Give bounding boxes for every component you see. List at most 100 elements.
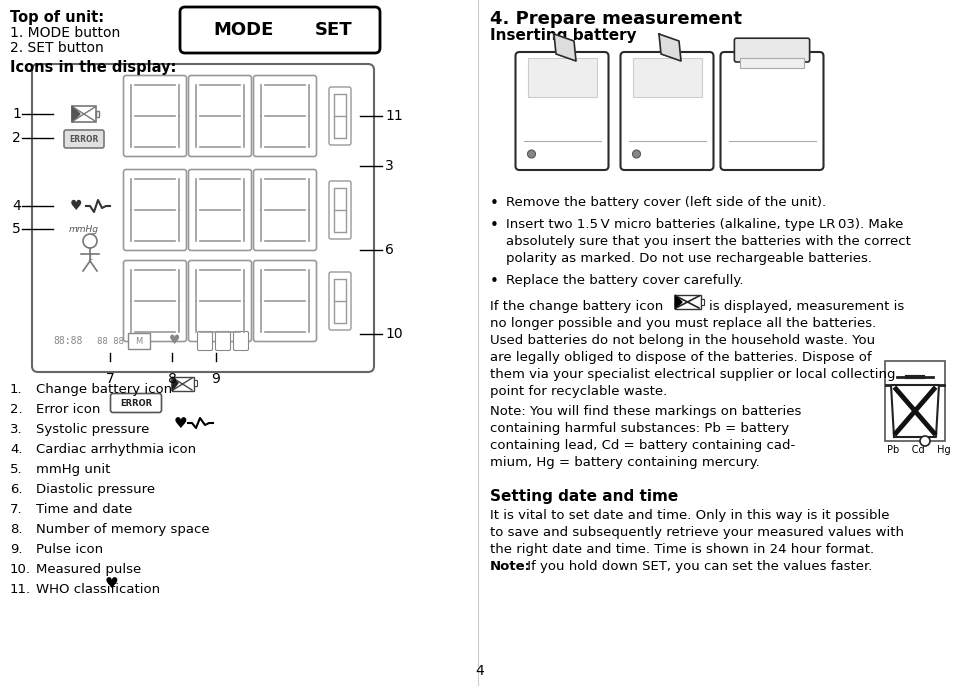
Text: •: •: [490, 218, 499, 233]
FancyBboxPatch shape: [198, 331, 212, 351]
FancyBboxPatch shape: [194, 380, 197, 386]
Text: 88 88: 88 88: [97, 337, 124, 346]
Text: Time and date: Time and date: [36, 503, 132, 516]
FancyBboxPatch shape: [110, 394, 161, 412]
Text: Insert two 1.5 V micro batteries (alkaline, type LR 03). Make: Insert two 1.5 V micro batteries (alkali…: [506, 218, 903, 231]
Text: 1.: 1.: [10, 383, 23, 396]
Text: Inserting battery: Inserting battery: [490, 28, 636, 43]
Text: 4.: 4.: [10, 443, 22, 456]
Polygon shape: [659, 34, 681, 61]
FancyBboxPatch shape: [633, 58, 702, 97]
FancyBboxPatch shape: [172, 377, 194, 391]
Text: Icons in the display:: Icons in the display:: [10, 60, 177, 75]
Text: 4. Prepare measurement: 4. Prepare measurement: [490, 10, 742, 28]
Text: to save and subsequently retrieve your measured values with: to save and subsequently retrieve your m…: [490, 526, 904, 539]
Text: 4: 4: [12, 199, 21, 213]
Text: 9: 9: [211, 372, 221, 386]
Text: 6: 6: [385, 243, 394, 257]
Text: absolutely sure that you insert the batteries with the correct: absolutely sure that you insert the batt…: [506, 235, 911, 248]
Text: Remove the battery cover (left side of the unit).: Remove the battery cover (left side of t…: [506, 196, 827, 209]
Text: Pb    Cd    Hg: Pb Cd Hg: [887, 445, 950, 455]
Text: Replace the battery cover carefully.: Replace the battery cover carefully.: [506, 274, 743, 287]
Text: ♥: ♥: [169, 335, 180, 348]
Text: Error icon: Error icon: [36, 403, 101, 416]
FancyBboxPatch shape: [124, 75, 186, 156]
FancyBboxPatch shape: [329, 272, 351, 330]
FancyBboxPatch shape: [188, 261, 252, 342]
Text: M: M: [135, 337, 143, 346]
Text: ♥: ♥: [105, 576, 118, 591]
Text: 9.: 9.: [10, 543, 22, 556]
Text: 88:88: 88:88: [54, 336, 83, 346]
FancyBboxPatch shape: [233, 331, 249, 351]
Text: 11: 11: [385, 109, 403, 123]
Polygon shape: [554, 34, 576, 61]
FancyBboxPatch shape: [701, 299, 704, 305]
Circle shape: [527, 150, 536, 158]
Text: mium, Hg = battery containing mercury.: mium, Hg = battery containing mercury.: [490, 456, 759, 469]
Text: 8: 8: [168, 372, 177, 386]
Circle shape: [920, 436, 930, 446]
Text: 2: 2: [12, 131, 21, 145]
Text: Cardiac arrhythmia icon: Cardiac arrhythmia icon: [36, 443, 196, 456]
Text: polarity as marked. Do not use rechargeable batteries.: polarity as marked. Do not use rechargea…: [506, 252, 872, 265]
Text: Measured pulse: Measured pulse: [36, 563, 141, 576]
FancyBboxPatch shape: [188, 75, 252, 156]
Text: 3: 3: [385, 159, 394, 173]
Text: containing lead, Cd = battery containing cad-: containing lead, Cd = battery containing…: [490, 439, 795, 452]
FancyBboxPatch shape: [516, 52, 609, 170]
FancyBboxPatch shape: [96, 111, 99, 117]
Text: If the change battery icon: If the change battery icon: [490, 300, 663, 313]
Text: ♥: ♥: [70, 199, 83, 213]
Text: 10.: 10.: [10, 563, 31, 576]
FancyBboxPatch shape: [180, 7, 380, 53]
Text: •: •: [490, 196, 499, 211]
Text: 1. MODE button: 1. MODE button: [10, 26, 120, 40]
Circle shape: [633, 150, 640, 158]
Text: ERROR: ERROR: [120, 399, 152, 407]
Text: MODE: MODE: [213, 21, 274, 39]
Text: 4: 4: [475, 664, 485, 678]
FancyBboxPatch shape: [329, 87, 351, 145]
Text: Change battery icon: Change battery icon: [36, 383, 172, 396]
Text: 6.: 6.: [10, 483, 22, 496]
Text: ♥: ♥: [173, 416, 187, 431]
Text: Diastolic pressure: Diastolic pressure: [36, 483, 156, 496]
Polygon shape: [72, 106, 80, 122]
FancyBboxPatch shape: [620, 52, 713, 170]
Text: Note:: Note:: [490, 560, 531, 573]
Text: 3.: 3.: [10, 423, 23, 436]
Text: are legally obliged to dispose of the batteries. Dispose of: are legally obliged to dispose of the ba…: [490, 351, 872, 364]
Polygon shape: [891, 385, 939, 437]
Text: Setting date and time: Setting date and time: [490, 489, 679, 504]
Text: 5: 5: [12, 222, 21, 236]
FancyBboxPatch shape: [329, 181, 351, 239]
Polygon shape: [675, 295, 682, 309]
Text: 8.: 8.: [10, 523, 22, 536]
Text: Used batteries do not belong in the household waste. You: Used batteries do not belong in the hous…: [490, 334, 876, 347]
Text: Top of unit:: Top of unit:: [10, 10, 104, 25]
FancyBboxPatch shape: [124, 261, 186, 342]
Text: 5.: 5.: [10, 463, 23, 476]
Text: WHO classification: WHO classification: [36, 583, 160, 596]
FancyBboxPatch shape: [885, 361, 945, 441]
Text: •: •: [490, 274, 499, 289]
Text: 7: 7: [106, 372, 114, 386]
Text: 2. SET button: 2. SET button: [10, 41, 104, 55]
Text: 1: 1: [12, 107, 21, 121]
Text: Number of memory space: Number of memory space: [36, 523, 209, 536]
FancyBboxPatch shape: [253, 261, 317, 342]
Text: Pulse icon: Pulse icon: [36, 543, 103, 556]
Text: them via your specialist electrical supplier or local collecting: them via your specialist electrical supp…: [490, 368, 896, 381]
FancyBboxPatch shape: [124, 169, 186, 250]
FancyBboxPatch shape: [740, 58, 804, 68]
Text: ERROR: ERROR: [69, 134, 99, 143]
Text: mmHg: mmHg: [69, 224, 99, 233]
FancyBboxPatch shape: [128, 333, 150, 349]
Text: If you hold down SET, you can set the values faster.: If you hold down SET, you can set the va…: [523, 560, 873, 573]
FancyBboxPatch shape: [527, 58, 596, 97]
FancyBboxPatch shape: [215, 331, 230, 351]
Text: Note: You will find these markings on batteries: Note: You will find these markings on ba…: [490, 405, 802, 418]
Text: the right date and time. Time is shown in 24 hour format.: the right date and time. Time is shown i…: [490, 543, 875, 556]
Text: containing harmful substances: Pb = battery: containing harmful substances: Pb = batt…: [490, 422, 789, 435]
